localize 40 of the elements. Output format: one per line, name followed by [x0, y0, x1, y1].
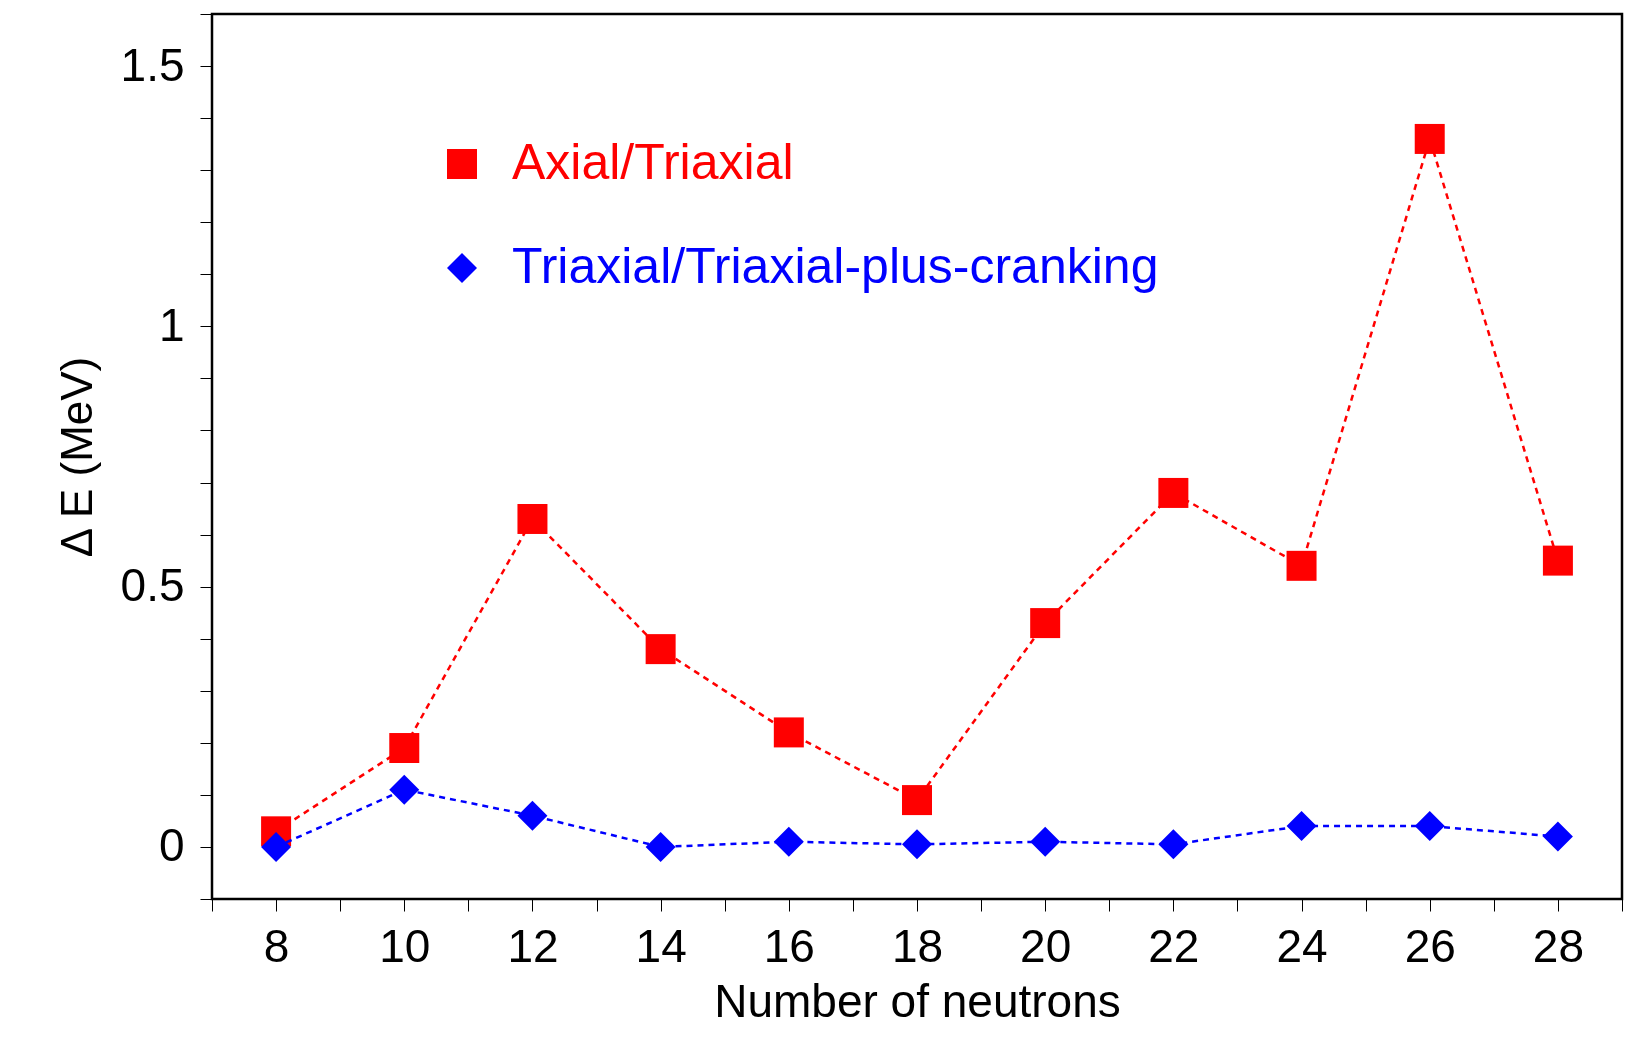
point	[645, 831, 676, 862]
y-tick-label: 1	[158, 298, 185, 351]
x-tick-label: 18	[891, 919, 944, 972]
x-tick-label: 28	[1532, 919, 1584, 972]
y-tick-label: 0.5	[120, 559, 185, 612]
point	[517, 800, 548, 831]
y-tick-label: 1.5	[120, 38, 185, 91]
x-tick-label: 12	[507, 919, 559, 972]
y-tick-label: 0	[158, 819, 185, 872]
x-tick-label: 14	[635, 919, 687, 972]
point	[1030, 608, 1061, 639]
point	[1286, 811, 1317, 842]
x-tick-label: 8	[263, 919, 290, 972]
point	[902, 785, 932, 816]
x-tick-label: 16	[763, 919, 815, 972]
legend-label: Triaxial/Triaxial-plus-cranking	[512, 238, 1159, 294]
point	[1414, 123, 1445, 154]
x-axis-title: Number of neutrons	[714, 974, 1121, 1027]
y-axis-title: Δ E (MeV)	[51, 356, 101, 558]
point	[773, 717, 804, 748]
point	[1158, 829, 1189, 860]
point	[1158, 477, 1189, 508]
point	[1030, 826, 1061, 857]
legend-label: Axial/Triaxial	[512, 134, 794, 190]
point	[1414, 811, 1445, 842]
point	[773, 826, 804, 857]
x-tick-label: 24	[1276, 919, 1328, 972]
point	[1286, 550, 1317, 581]
point	[1542, 545, 1573, 576]
x-tick-label: 22	[1148, 919, 1200, 972]
point	[389, 774, 420, 805]
point	[1542, 821, 1573, 852]
point	[902, 829, 932, 860]
point	[517, 503, 548, 534]
point	[261, 831, 292, 862]
x-tick-label: 20	[1020, 919, 1072, 972]
point	[389, 733, 420, 764]
x-tick-label: 26	[1404, 919, 1456, 972]
x-tick-label: 10	[379, 919, 431, 972]
point	[645, 634, 676, 665]
